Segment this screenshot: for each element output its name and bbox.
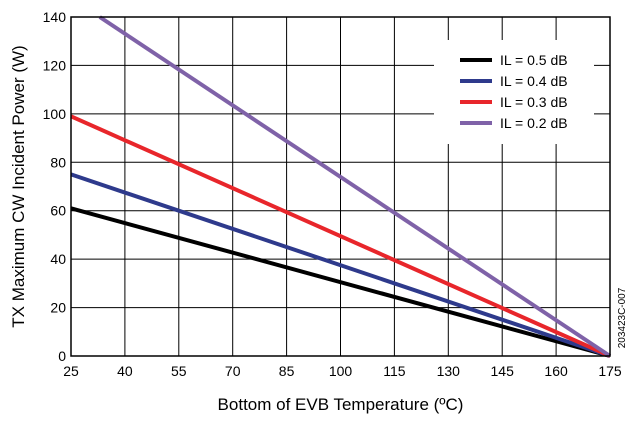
y-tick-label: 80 bbox=[50, 154, 66, 170]
series-line-2 bbox=[70, 172, 611, 358]
x-tick-label: 100 bbox=[329, 363, 353, 379]
x-tick-label: 130 bbox=[437, 363, 461, 379]
x-tick-label: 55 bbox=[171, 363, 187, 379]
series-line-3 bbox=[70, 114, 611, 358]
plot-frame bbox=[70, 16, 611, 357]
x-tick-labels: 25 40 55 70 85 100 115 130 145 160 175 bbox=[63, 363, 622, 379]
x-axis-title: Bottom of EVB Temperature (ºC) bbox=[218, 395, 464, 414]
x-tick-label: 115 bbox=[383, 363, 406, 379]
legend-label-3: IL = 0.3 dB bbox=[500, 94, 568, 110]
series-line-1 bbox=[70, 206, 611, 358]
x-tick-label: 175 bbox=[598, 363, 622, 379]
y-tick-label: 40 bbox=[50, 251, 66, 267]
y-tick-label: 100 bbox=[43, 106, 67, 122]
series-lines bbox=[70, 15, 612, 358]
y-tick-labels: 0 20 40 60 80 100 120 140 bbox=[43, 9, 67, 364]
y-tick-label: 20 bbox=[50, 300, 66, 316]
x-tick-label: 25 bbox=[63, 363, 79, 379]
x-tick-label: 70 bbox=[225, 363, 241, 379]
legend-box bbox=[434, 40, 594, 144]
x-tick-label: 145 bbox=[491, 363, 515, 379]
series-line-4 bbox=[98, 15, 612, 358]
y-tick-label: 140 bbox=[43, 9, 67, 25]
y-tick-label: 120 bbox=[43, 57, 67, 73]
figure-code: 203423C-007 bbox=[617, 287, 628, 348]
legend-label-2: IL = 0.4 dB bbox=[500, 73, 568, 89]
legend-label-4: IL = 0.2 dB bbox=[500, 115, 568, 131]
legend-label-1: IL = 0.5 dB bbox=[500, 52, 568, 68]
x-tick-label: 40 bbox=[117, 363, 133, 379]
x-tick-label: 160 bbox=[544, 363, 568, 379]
y-tick-label: 0 bbox=[58, 348, 66, 364]
x-tick-label: 85 bbox=[279, 363, 295, 379]
y-tick-label: 60 bbox=[50, 203, 66, 219]
y-axis-title: TX Maximum CW Incident Power (W) bbox=[9, 45, 28, 327]
legend: IL = 0.5 dB IL = 0.4 dB IL = 0.3 dB IL = 0.… bbox=[434, 40, 594, 144]
